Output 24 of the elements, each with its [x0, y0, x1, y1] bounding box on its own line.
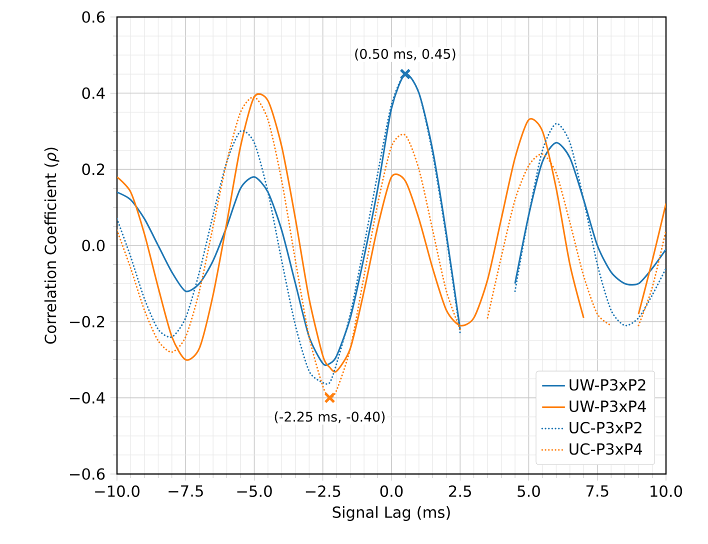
legend-label: UW-P3xP2 — [570, 379, 646, 391]
x-tick-label: −5.0 — [237, 485, 272, 497]
legend-label: UC-P3xP2 — [570, 422, 642, 434]
x-tick-label: −7.5 — [168, 485, 203, 497]
x-tick-label: 2.5 — [449, 485, 471, 497]
y-tick-label: 0.0 — [82, 240, 105, 252]
y-tick-label: 0.2 — [82, 164, 104, 176]
annotation: (0.50 ms, 0.45) — [355, 48, 456, 61]
y-axis-title: Correlation Coefficient (ρ) — [44, 148, 60, 344]
x-tick-label: −10.0 — [95, 485, 140, 497]
x-tick-label: 7.5 — [586, 485, 608, 497]
x-tick-label: 0.0 — [380, 485, 403, 497]
x-tick-label: 5.0 — [518, 485, 540, 497]
y-tick-label: −0.6 — [70, 468, 105, 480]
annotation: (-2.25 ms, -0.40) — [274, 411, 385, 424]
legend-label: UC-P3xP4 — [570, 443, 642, 455]
y-tick-label: −0.2 — [70, 316, 104, 328]
x-tick-label: 10.0 — [650, 485, 682, 497]
x-axis-title: Signal Lag (ms) — [332, 506, 450, 521]
x-tick-label: −2.5 — [306, 485, 340, 497]
y-tick-label: −0.4 — [70, 392, 105, 404]
y-tick-label: 0.4 — [82, 87, 105, 99]
legend-label: UW-P3xP4 — [570, 400, 646, 412]
y-tick-label: 0.6 — [82, 11, 105, 23]
